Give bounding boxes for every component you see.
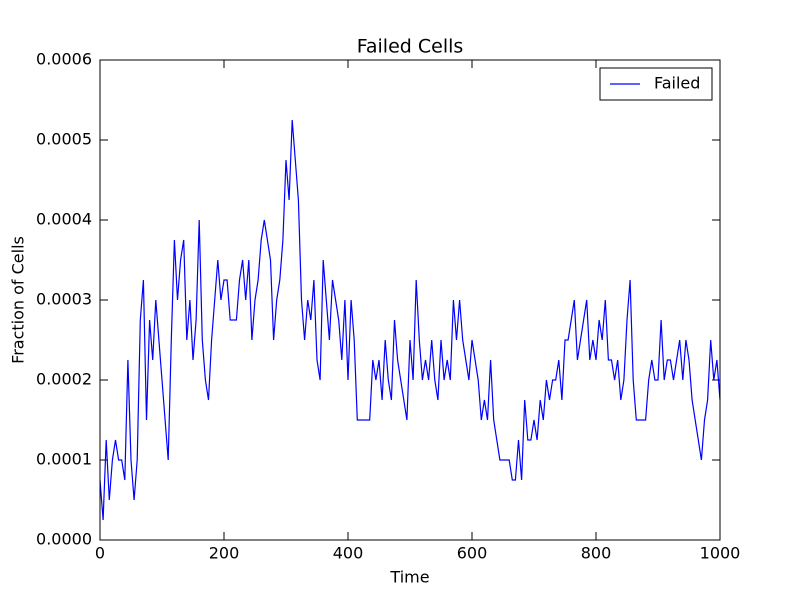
chart-title: Failed Cells [357, 36, 464, 58]
y-tick-label: 0.0000 [36, 530, 92, 549]
x-tick-label: 800 [581, 544, 612, 563]
y-axis-label: Fraction of Cells [9, 236, 28, 364]
x-tick-label: 400 [333, 544, 364, 563]
legend-label: Failed [654, 74, 700, 93]
y-tick-label: 0.0002 [36, 370, 92, 389]
data-line [99, 119, 721, 521]
plot-frame [99, 59, 721, 541]
y-tick-label: 0.0001 [36, 450, 92, 469]
x-tick-label: 0 [95, 544, 105, 563]
y-tick-label: 0.0006 [36, 50, 92, 69]
y-tick-label: 0.0004 [36, 210, 92, 229]
y-tick-label: 0.0003 [36, 290, 92, 309]
x-tick-label: 600 [457, 544, 488, 563]
x-tick-label: 1000 [700, 544, 741, 563]
x-tick-label: 200 [209, 544, 240, 563]
y-tick-label: 0.0005 [36, 130, 92, 149]
x-axis-label: Time [389, 568, 429, 587]
